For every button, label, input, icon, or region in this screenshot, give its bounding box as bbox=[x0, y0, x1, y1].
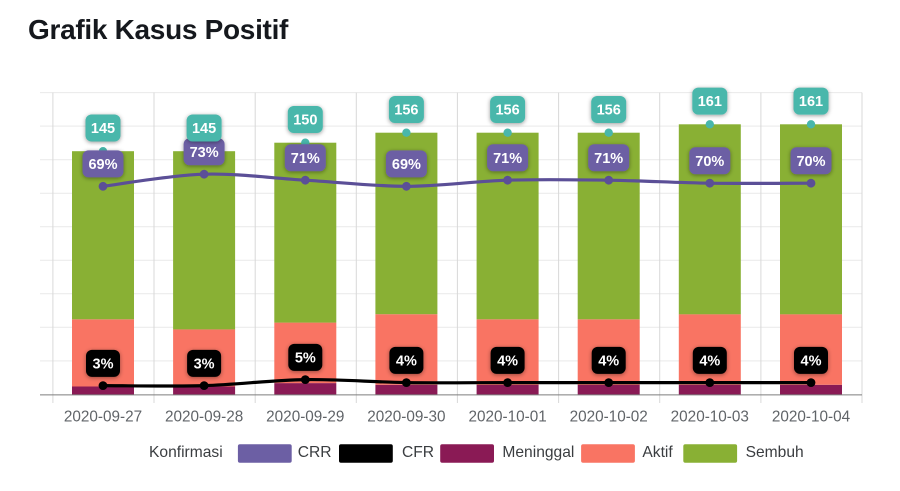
svg-text:150: 150 bbox=[293, 113, 317, 129]
svg-text:71%: 71% bbox=[291, 151, 320, 167]
svg-text:4%: 4% bbox=[801, 354, 822, 370]
svg-text:2020-09-29: 2020-09-29 bbox=[266, 408, 344, 425]
svg-text:CRR: CRR bbox=[298, 444, 332, 461]
svg-text:145: 145 bbox=[192, 121, 216, 137]
svg-text:156: 156 bbox=[597, 103, 621, 119]
svg-text:71%: 71% bbox=[493, 151, 522, 167]
svg-text:161: 161 bbox=[698, 94, 722, 110]
svg-text:2020-09-28: 2020-09-28 bbox=[165, 408, 243, 425]
svg-text:3%: 3% bbox=[93, 357, 114, 373]
svg-text:2020-10-01: 2020-10-01 bbox=[468, 408, 546, 425]
svg-text:156: 156 bbox=[394, 103, 418, 119]
svg-text:70%: 70% bbox=[796, 154, 825, 170]
svg-text:69%: 69% bbox=[392, 157, 421, 173]
svg-text:Sembuh: Sembuh bbox=[746, 444, 804, 461]
svg-text:2020-10-02: 2020-10-02 bbox=[570, 408, 648, 425]
svg-text:145: 145 bbox=[91, 121, 115, 137]
svg-text:2020-10-04: 2020-10-04 bbox=[772, 408, 851, 425]
svg-text:Konfirmasi: Konfirmasi bbox=[149, 444, 223, 461]
svg-text:4%: 4% bbox=[497, 354, 518, 370]
svg-text:4%: 4% bbox=[699, 354, 720, 370]
svg-text:2020-10-03: 2020-10-03 bbox=[671, 408, 749, 425]
svg-text:161: 161 bbox=[799, 94, 823, 110]
svg-text:4%: 4% bbox=[598, 354, 619, 370]
svg-text:69%: 69% bbox=[88, 157, 117, 173]
svg-text:70%: 70% bbox=[695, 154, 724, 170]
svg-text:4%: 4% bbox=[396, 354, 417, 370]
svg-text:3%: 3% bbox=[194, 357, 215, 373]
svg-text:CFR: CFR bbox=[402, 444, 434, 461]
svg-text:73%: 73% bbox=[190, 145, 219, 161]
svg-text:71%: 71% bbox=[594, 151, 623, 167]
svg-text:2020-09-30: 2020-09-30 bbox=[367, 408, 445, 425]
svg-text:Meninggal: Meninggal bbox=[502, 444, 574, 461]
svg-text:2020-09-27: 2020-09-27 bbox=[64, 408, 142, 425]
svg-text:156: 156 bbox=[495, 103, 519, 119]
svg-text:Aktif: Aktif bbox=[642, 444, 673, 461]
svg-text:5%: 5% bbox=[295, 351, 316, 367]
